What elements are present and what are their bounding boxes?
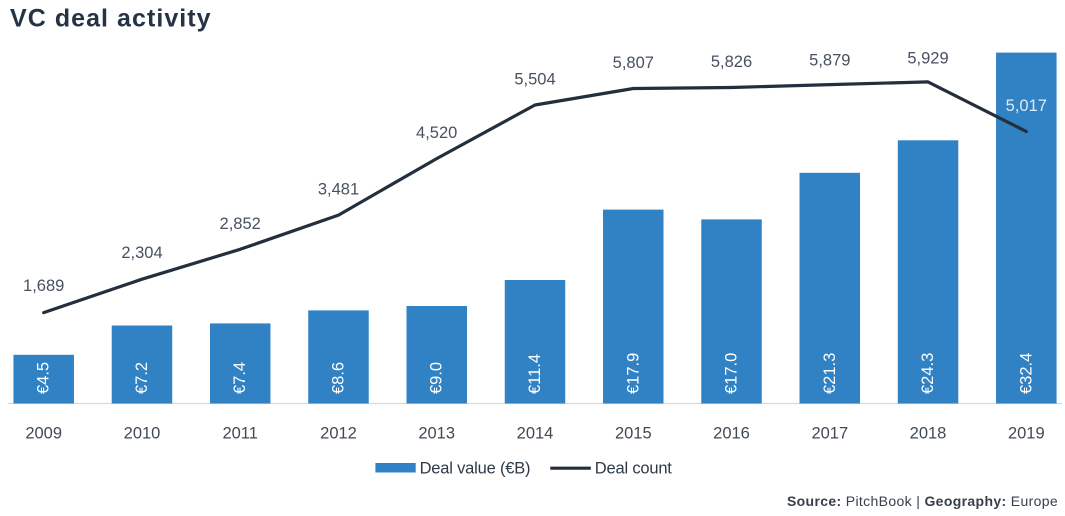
svg-text:5,017: 5,017 — [1006, 97, 1047, 115]
svg-text:€17.0: €17.0 — [723, 353, 741, 394]
svg-text:Deal value (€B): Deal value (€B) — [420, 460, 531, 478]
svg-text:5,826: 5,826 — [711, 53, 752, 71]
svg-text:€8.6: €8.6 — [330, 362, 348, 394]
svg-text:€7.4: €7.4 — [231, 362, 249, 394]
svg-text:2017: 2017 — [811, 425, 848, 443]
svg-text:Deal count: Deal count — [595, 460, 672, 478]
svg-text:2009: 2009 — [25, 425, 62, 443]
svg-text:2,304: 2,304 — [121, 244, 162, 262]
svg-text:€17.9: €17.9 — [624, 353, 642, 394]
svg-text:€32.4: €32.4 — [1017, 353, 1035, 394]
svg-text:5,807: 5,807 — [613, 54, 654, 72]
svg-text:2019: 2019 — [1008, 425, 1045, 443]
svg-text:2011: 2011 — [222, 425, 257, 443]
svg-text:€7.2: €7.2 — [133, 362, 151, 394]
svg-text:2018: 2018 — [910, 425, 947, 443]
svg-text:2016: 2016 — [713, 425, 750, 443]
svg-text:2010: 2010 — [124, 425, 161, 443]
svg-text:2014: 2014 — [517, 425, 554, 443]
svg-text:5,879: 5,879 — [809, 51, 850, 69]
svg-text:5,929: 5,929 — [907, 49, 948, 67]
svg-text:€21.3: €21.3 — [821, 353, 839, 394]
svg-text:Source: PitchBook | Geography:: Source: PitchBook | Geography: Europe — [787, 493, 1058, 509]
svg-text:2,852: 2,852 — [220, 215, 261, 233]
svg-text:€4.5: €4.5 — [35, 362, 53, 394]
svg-text:€9.0: €9.0 — [428, 362, 446, 394]
svg-text:4,520: 4,520 — [416, 124, 457, 142]
svg-text:€11.4: €11.4 — [526, 354, 544, 394]
svg-text:2015: 2015 — [615, 425, 652, 443]
svg-text:€24.3: €24.3 — [919, 353, 937, 394]
svg-text:VC deal activity: VC deal activity — [10, 5, 212, 33]
svg-text:5,504: 5,504 — [514, 71, 555, 89]
svg-text:2013: 2013 — [418, 425, 455, 443]
svg-text:1,689: 1,689 — [23, 277, 64, 295]
svg-text:3,481: 3,481 — [318, 181, 359, 199]
svg-text:2012: 2012 — [320, 425, 357, 443]
